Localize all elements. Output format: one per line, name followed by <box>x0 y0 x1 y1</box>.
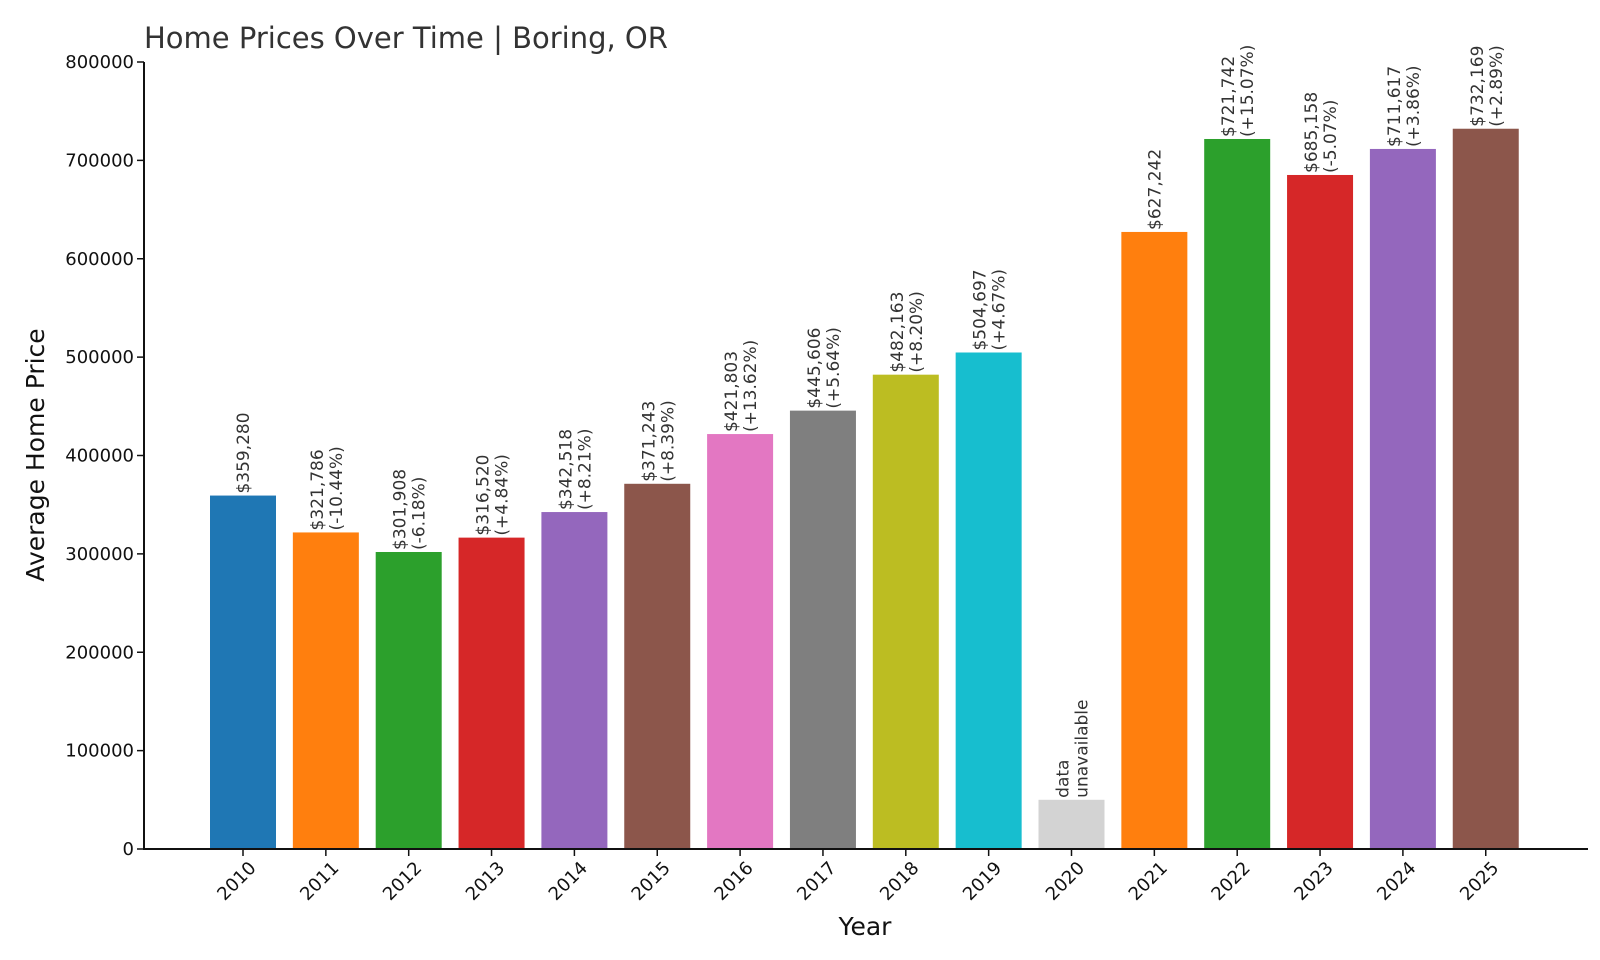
value-label-2019: $504,697 <box>971 269 991 350</box>
change-label-2014: (+8.21%) <box>575 429 595 511</box>
change-label-2024: (+3.86%) <box>1404 65 1424 147</box>
bar-2024 <box>1369 148 1436 849</box>
value-label-2017: $445,606 <box>805 328 825 409</box>
y-tick-label-200000: 200000 <box>65 642 134 663</box>
x-tick-label-2017: 2017 <box>793 858 840 905</box>
value-label-2023: $685,158 <box>1302 92 1322 173</box>
x-tick-label-2020: 2020 <box>1042 858 1089 905</box>
x-tick-label-2023: 2023 <box>1290 858 1337 905</box>
bar-2013 <box>458 537 525 849</box>
x-tick-label-2014: 2014 <box>545 858 592 905</box>
change-label-2017: (+5.64%) <box>824 327 844 409</box>
bar-2017 <box>789 410 856 849</box>
bar-2014 <box>541 512 608 849</box>
bar-2010 <box>210 495 276 849</box>
value-label-2018: $482,163 <box>888 292 908 373</box>
y-tick-label-300000: 300000 <box>65 544 134 565</box>
y-tick-label-0: 0 <box>123 839 134 860</box>
x-tick-label-2025: 2025 <box>1456 858 1503 905</box>
y-tick-label-700000: 700000 <box>65 150 134 171</box>
y-tick-label-600000: 600000 <box>65 249 134 270</box>
value-label-2015: $371,243 <box>639 401 659 482</box>
x-tick-label-2018: 2018 <box>876 858 923 905</box>
bar-2012 <box>375 551 442 849</box>
bar-2022 <box>1204 138 1271 849</box>
bar-2018 <box>872 374 939 849</box>
value-label-2012: $301,908 <box>391 469 411 550</box>
value-label-2011: $321,786 <box>308 449 328 530</box>
x-tick-label-2013: 2013 <box>462 858 509 905</box>
value-label-2020: data <box>1054 760 1074 798</box>
bar-2011 <box>292 532 359 849</box>
x-tick-label-2012: 2012 <box>379 858 426 905</box>
bar-2020 <box>1038 799 1105 849</box>
change-label-2022: (+15.07%) <box>1238 45 1258 137</box>
change-label-2016: (+13.62%) <box>741 340 761 432</box>
x-tick-label-2016: 2016 <box>710 858 757 905</box>
bar-2015 <box>624 483 691 849</box>
x-tick-label-2021: 2021 <box>1125 858 1172 905</box>
change-label-2018: (+8.20%) <box>907 291 927 373</box>
y-tick-label-500000: 500000 <box>65 347 134 368</box>
value-label-2014: $342,518 <box>556 429 576 510</box>
change-label-2011: (-10.44%) <box>327 446 347 530</box>
value-label-2022: $721,742 <box>1219 56 1239 137</box>
x-tick-label-2022: 2022 <box>1207 858 1254 905</box>
chart-title: Home Prices Over Time | Boring, OR <box>144 21 668 55</box>
value-label-2024: $711,617 <box>1385 66 1405 147</box>
change-label-2013: (+4.84%) <box>493 454 513 536</box>
y-tick-label-400000: 400000 <box>65 446 134 467</box>
x-tick-label-2010: 2010 <box>213 858 260 905</box>
value-label-2013: $316,520 <box>474 454 494 535</box>
x-axis-label: Year <box>838 912 893 941</box>
x-tick-label-2019: 2019 <box>959 858 1006 905</box>
change-label-2019: (+4.67%) <box>990 269 1010 351</box>
bar-2023 <box>1287 174 1354 849</box>
change-label-2012: (-6.18%) <box>410 477 430 550</box>
value-label-2010: $359,280 <box>234 412 254 493</box>
change-label-2025: (+2.89%) <box>1487 45 1507 127</box>
bar-2025 <box>1452 128 1519 849</box>
bar-2016 <box>707 434 774 849</box>
x-tick-label-2024: 2024 <box>1373 858 1420 905</box>
y-axis-label: Average Home Price <box>21 328 50 581</box>
x-tick-label-2015: 2015 <box>628 858 675 905</box>
bar-2021 <box>1121 231 1188 849</box>
value-label-2025: $732,169 <box>1468 46 1488 127</box>
change-label-2015: (+8.39%) <box>658 400 678 482</box>
value-label-2016: $421,803 <box>722 351 742 432</box>
x-tick-label-2011: 2011 <box>296 858 343 905</box>
value-label-2021: $627,242 <box>1145 149 1165 230</box>
change-label-2020: unavailable <box>1073 700 1093 798</box>
change-label-2023: (-5.07%) <box>1321 100 1341 173</box>
y-tick-label-100000: 100000 <box>65 741 134 762</box>
y-tick-label-800000: 800000 <box>65 52 134 73</box>
bar-2019 <box>955 352 1022 849</box>
